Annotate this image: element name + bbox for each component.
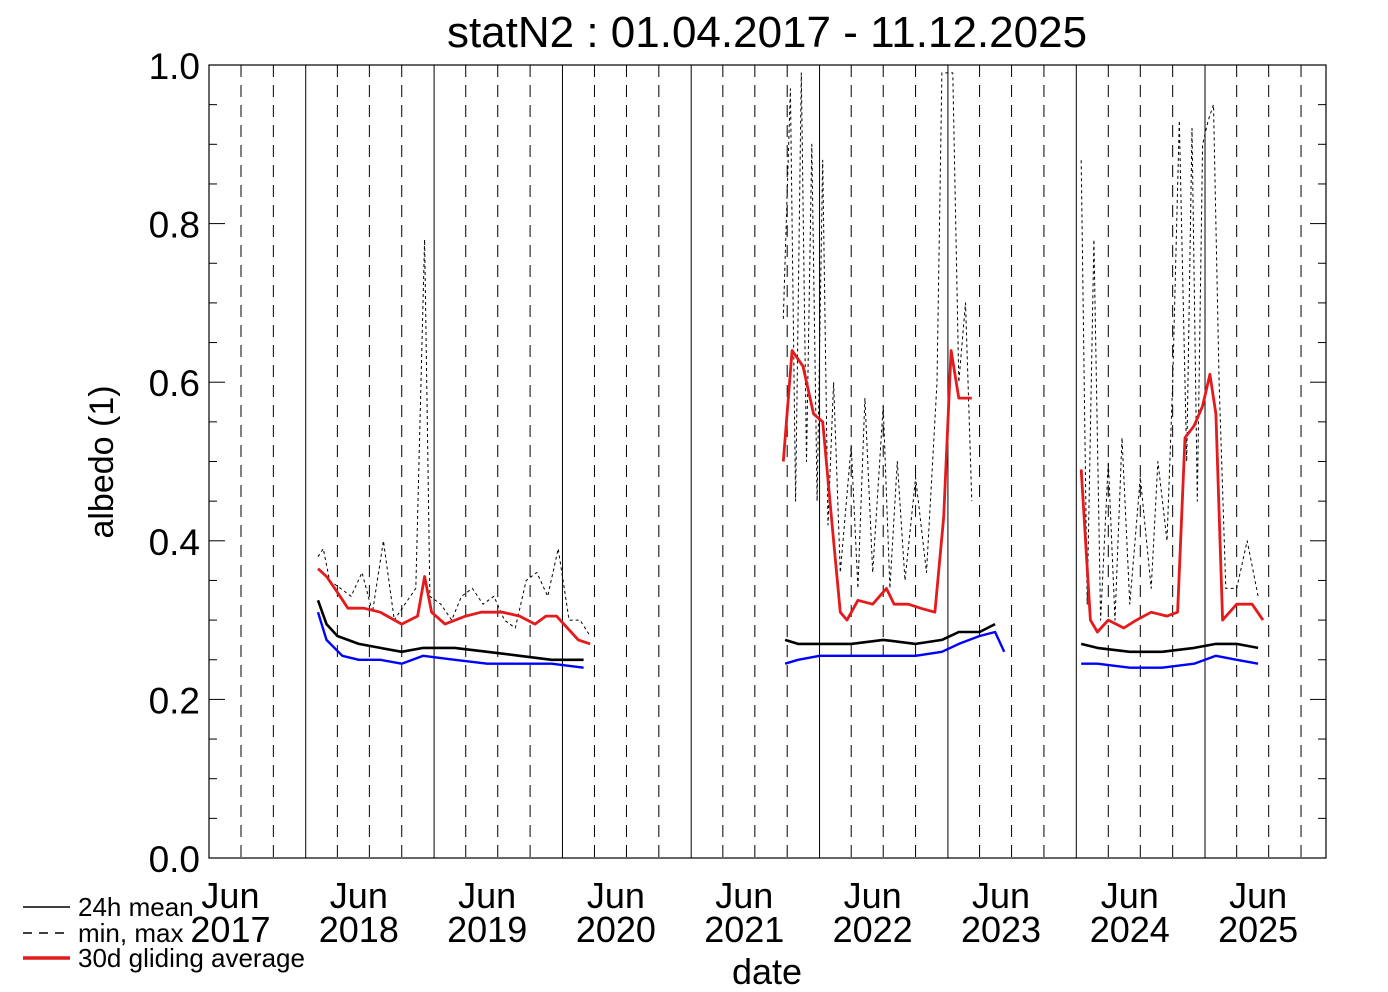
- series-line-blue: [1081, 654, 1259, 669]
- x-tick-label-month: Jun: [458, 875, 516, 916]
- axis-ticks: 0.00.20.40.60.81.0Jun2017Jun2018Jun2019J…: [149, 46, 1326, 950]
- y-axis-label: albedo (1): [83, 385, 121, 538]
- series-line-30d-average: [317, 567, 591, 646]
- x-axis-label: date: [732, 951, 802, 992]
- x-tick-label-year: 2023: [961, 909, 1041, 950]
- x-tick-label-month: Jun: [201, 875, 259, 916]
- x-tick-label-year: 2019: [447, 909, 527, 950]
- x-tick-label-month: Jun: [715, 875, 773, 916]
- y-tick-label: 0.2: [149, 680, 200, 721]
- legend-label: min, max: [78, 918, 183, 948]
- y-tick-label: 0.8: [149, 205, 200, 246]
- x-tick-label-year: 2022: [833, 909, 913, 950]
- grid-lines: [240, 65, 1302, 858]
- y-tick-label: 0.0: [149, 839, 200, 880]
- data-series: [316, 72, 1265, 669]
- x-tick-label-month: Jun: [972, 875, 1030, 916]
- x-tick-label-month: Jun: [1101, 875, 1159, 916]
- x-tick-label-year: 2021: [704, 909, 784, 950]
- legend-label: 24h mean: [78, 892, 194, 922]
- series-line-24h-mean: [1080, 642, 1259, 654]
- series-line-blue: [316, 611, 584, 669]
- x-tick-label-year: 2018: [319, 909, 399, 950]
- series-line-min-max: [782, 72, 973, 589]
- x-tick-label-year: 2025: [1218, 909, 1298, 950]
- x-tick-label-month: Jun: [330, 875, 388, 916]
- chart-title: statN2 : 01.04.2017 - 11.12.2025: [447, 8, 1087, 57]
- x-tick-label-month: Jun: [587, 875, 645, 916]
- y-tick-label: 1.0: [149, 46, 200, 87]
- x-tick-label-year: 2024: [1090, 909, 1170, 950]
- legend-label: 30d gliding average: [78, 943, 305, 973]
- x-tick-label-year: 2017: [190, 909, 270, 950]
- x-tick-label-month: Jun: [1229, 875, 1287, 916]
- series-line-blue: [784, 630, 1006, 665]
- plot-frame: [208, 64, 1327, 859]
- series-line-30d-average: [1079, 372, 1265, 634]
- x-tick-label-month: Jun: [844, 875, 902, 916]
- series-line-24h-mean: [784, 622, 996, 646]
- y-tick-label: 0.6: [149, 363, 200, 404]
- series-line-min-max: [1080, 104, 1259, 621]
- y-tick-label: 0.4: [149, 522, 200, 563]
- series-line-24h-mean: [316, 599, 584, 662]
- series-line-30d-average: [781, 349, 972, 622]
- x-tick-label-year: 2020: [576, 909, 656, 950]
